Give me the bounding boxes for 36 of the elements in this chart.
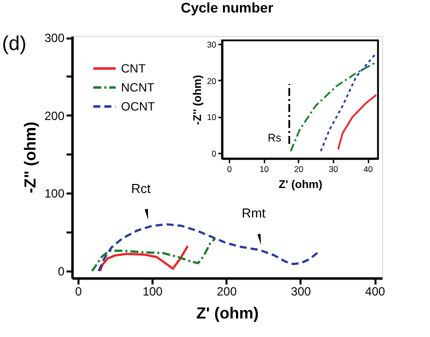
- x-tick-label: 0: [227, 164, 232, 174]
- legend-label: OCNT: [121, 100, 156, 114]
- chart-title: Cycle number: [180, 0, 274, 16]
- y-tick-label: 100: [44, 186, 65, 201]
- y-axis-title: -Z'' (ohm): [192, 74, 204, 125]
- y-tick-label: 30: [206, 40, 217, 50]
- x-tick-label: 40: [363, 164, 374, 174]
- legend-label: NCNT: [121, 80, 155, 94]
- y-tick-label: 10: [206, 112, 217, 122]
- annotation: Rct: [131, 180, 152, 196]
- x-tick-label: 10: [259, 164, 270, 174]
- legend-label: CNT: [121, 62, 146, 76]
- annotation: Rmt: [242, 206, 266, 221]
- line-series: [99, 244, 189, 272]
- x-tick-label: 300: [290, 284, 312, 298]
- y-tick-label: 200: [44, 108, 65, 123]
- x-tick-label: 400: [365, 284, 386, 298]
- y-axis-title: -Z" (ohm): [22, 122, 40, 194]
- y-tick-label: 0: [212, 148, 217, 159]
- line-series: [98, 223, 320, 272]
- y-tick-label: 300: [44, 31, 65, 46]
- y-tick-label: 0: [58, 264, 65, 278]
- line-series: [90, 237, 216, 272]
- line-series: [337, 94, 378, 150]
- x-tick-label: 30: [328, 164, 338, 174]
- x-tick-label: 20: [294, 164, 304, 174]
- x-axis-title: Z' (ohm): [196, 306, 259, 322]
- text: (d): [2, 33, 26, 55]
- x-tick-label: 100: [142, 284, 163, 298]
- annotation: Rs: [268, 132, 282, 145]
- y-tick-label: 20: [206, 76, 217, 86]
- line-series: [320, 52, 378, 152]
- x-tick-label: 200: [216, 284, 238, 298]
- x-axis-title: Z' (ohm): [278, 179, 323, 192]
- x-tick-label: 0: [75, 284, 82, 298]
- line-series: [290, 61, 378, 152]
